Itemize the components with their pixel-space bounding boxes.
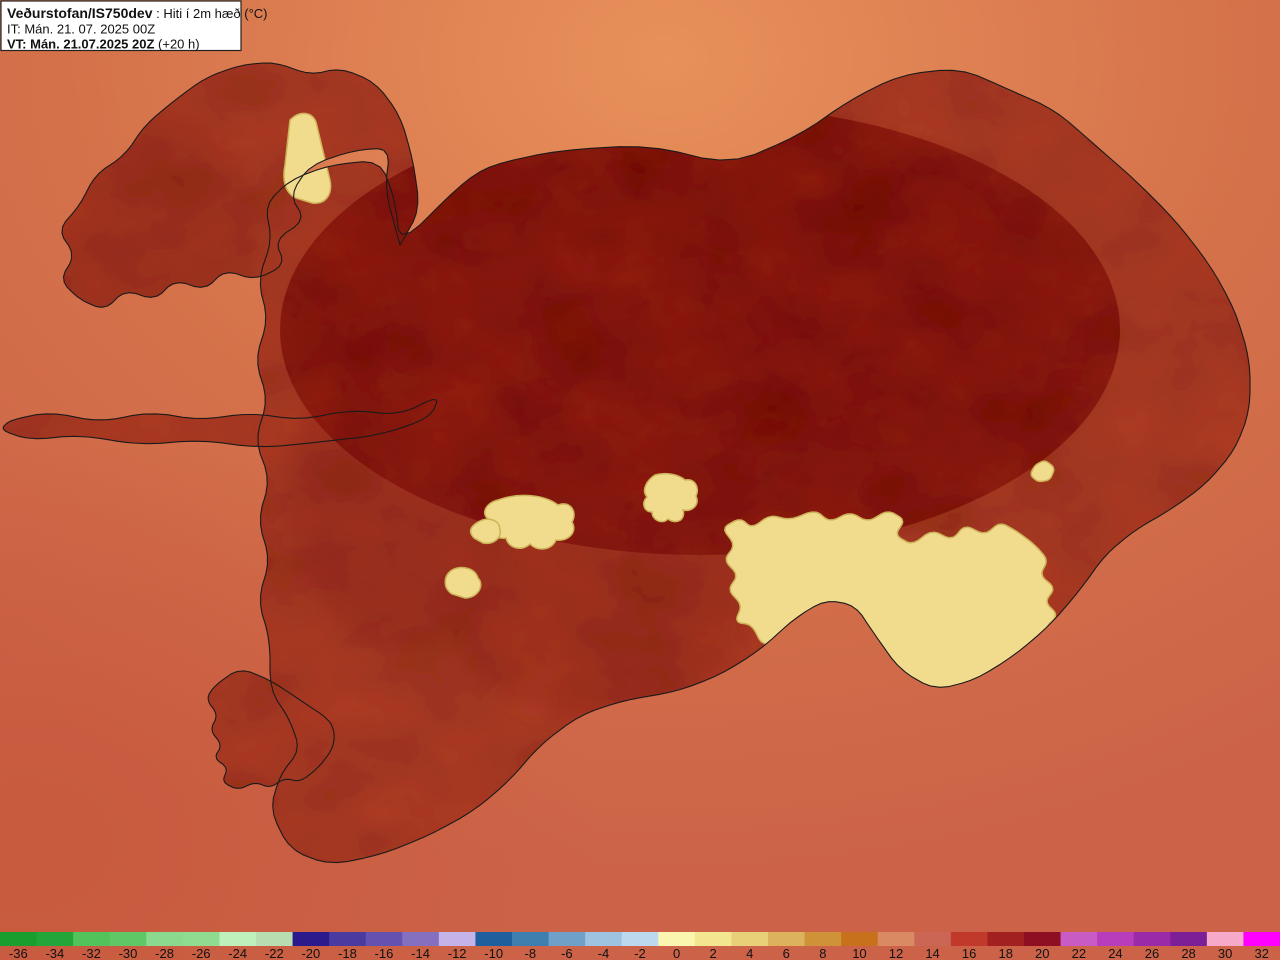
svg-text:-20: -20 [301, 946, 320, 960]
svg-text:-18: -18 [338, 946, 357, 960]
svg-text:-2: -2 [634, 946, 646, 960]
svg-text:0: 0 [673, 946, 680, 960]
svg-text:-24: -24 [228, 946, 247, 960]
svg-text:-28: -28 [155, 946, 174, 960]
svg-text:6: 6 [783, 946, 790, 960]
svg-text:-22: -22 [265, 946, 284, 960]
svg-text:4: 4 [746, 946, 753, 960]
svg-text:-10: -10 [484, 946, 503, 960]
svg-text:16: 16 [962, 946, 976, 960]
svg-text:8: 8 [819, 946, 826, 960]
svg-text:28: 28 [1181, 946, 1195, 960]
svg-text:-32: -32 [82, 946, 101, 960]
svg-text:-4: -4 [598, 946, 610, 960]
svg-text:-34: -34 [45, 946, 64, 960]
svg-text:-30: -30 [119, 946, 138, 960]
svg-text:30: 30 [1218, 946, 1232, 960]
svg-text:12: 12 [889, 946, 903, 960]
svg-text:Veðurstofan/IS750dev : Hiti í: Veðurstofan/IS750dev : Hiti í 2m hæð (°C… [7, 5, 268, 21]
svg-text:2: 2 [710, 946, 717, 960]
svg-text:22: 22 [1072, 946, 1086, 960]
svg-text:26: 26 [1145, 946, 1159, 960]
svg-text:10: 10 [852, 946, 866, 960]
svg-text:VT: Mán. 21.07.2025 20Z (+20 h: VT: Mán. 21.07.2025 20Z (+20 h) [7, 37, 200, 52]
svg-text:-14: -14 [411, 946, 430, 960]
svg-text:IT: Mán. 21. 07. 2025 00Z: IT: Mán. 21. 07. 2025 00Z [7, 22, 155, 37]
svg-text:-26: -26 [192, 946, 211, 960]
svg-text:18: 18 [998, 946, 1012, 960]
svg-text:-36: -36 [9, 946, 28, 960]
svg-text:-6: -6 [561, 946, 573, 960]
svg-text:24: 24 [1108, 946, 1122, 960]
svg-text:32: 32 [1254, 946, 1268, 960]
svg-text:-8: -8 [525, 946, 537, 960]
svg-text:-16: -16 [375, 946, 394, 960]
svg-text:14: 14 [925, 946, 939, 960]
svg-text:-12: -12 [448, 946, 467, 960]
svg-text:20: 20 [1035, 946, 1049, 960]
